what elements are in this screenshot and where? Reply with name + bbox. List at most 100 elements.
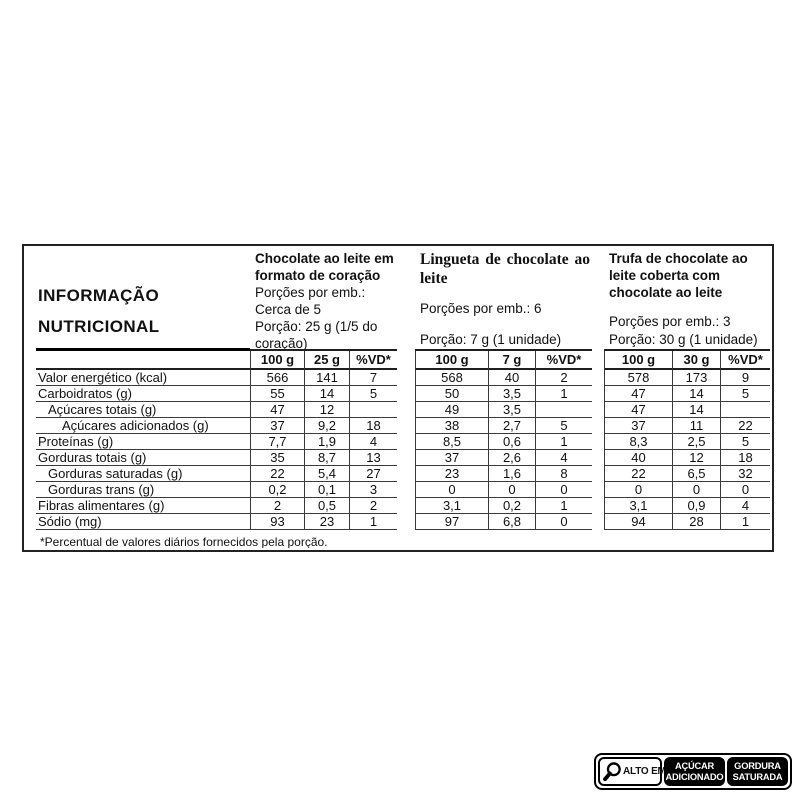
row-label: Açúcares totais (g) bbox=[36, 402, 250, 418]
value-cell: 1,6 bbox=[488, 466, 535, 482]
product-3-header: Trufa de chocolate ao leite coberta com … bbox=[604, 246, 770, 351]
value-cell: 4 bbox=[720, 498, 770, 514]
value-cell: 12 bbox=[672, 450, 720, 466]
group-gap bbox=[397, 498, 415, 514]
panel-title-line2: NUTRICIONAL bbox=[38, 317, 160, 336]
value-cell: 23 bbox=[304, 514, 349, 530]
value-cell: 5 bbox=[720, 386, 770, 402]
value-cell: 18 bbox=[720, 450, 770, 466]
value-cell: 11 bbox=[672, 418, 720, 434]
panel-title-line1: INFORMAÇÃO bbox=[38, 286, 160, 305]
value-cell: 0,2 bbox=[250, 482, 304, 498]
value-cell: 37 bbox=[415, 450, 488, 466]
value-cell: 2 bbox=[250, 498, 304, 514]
added-sugar-line1: AÇÚCAR bbox=[674, 761, 715, 772]
nutrition-grid: INFORMAÇÃO NUTRICIONAL Chocolate ao leit… bbox=[36, 246, 772, 548]
row-label: Sódio (mg) bbox=[36, 514, 250, 530]
value-cell: 5 bbox=[535, 418, 592, 434]
value-cell: 93 bbox=[250, 514, 304, 530]
value-cell: 1 bbox=[535, 434, 592, 450]
value-cell: 8 bbox=[535, 466, 592, 482]
product-2-name: Lingueta de chocolate ao leite bbox=[420, 251, 590, 287]
added-sugar-badge: AÇÚCAR ADICIONADO bbox=[664, 757, 725, 786]
value-cell: 173 bbox=[672, 370, 720, 386]
group-gap bbox=[397, 246, 415, 351]
value-cell: 55 bbox=[250, 386, 304, 402]
value-cell: 0 bbox=[720, 482, 770, 498]
group-gap bbox=[592, 370, 604, 386]
value-cell: 4 bbox=[349, 434, 397, 450]
value-cell: 40 bbox=[488, 370, 535, 386]
product-2-portion: Porção: 7 g (1 unidade) bbox=[420, 332, 562, 347]
group-gap bbox=[592, 418, 604, 434]
group-gap bbox=[397, 450, 415, 466]
value-cell: 28 bbox=[672, 514, 720, 530]
value-cell: 47 bbox=[604, 386, 672, 402]
alto-em-badge: ALTO EM bbox=[598, 757, 666, 786]
group-gap bbox=[397, 351, 415, 370]
row-label: Carboidratos (g) bbox=[36, 386, 250, 402]
group-gap bbox=[592, 386, 604, 402]
product-1-header: Chocolate ao leite em formato de coração… bbox=[250, 246, 397, 351]
value-cell: 3,1 bbox=[415, 498, 488, 514]
value-cell: 12 bbox=[304, 402, 349, 418]
col-header: 100 g bbox=[250, 351, 304, 370]
col-header: %VD* bbox=[349, 351, 397, 370]
value-cell: 8,7 bbox=[304, 450, 349, 466]
value-cell: 40 bbox=[604, 450, 672, 466]
row-label: Açúcares adicionados (g) bbox=[36, 418, 250, 434]
group-gap bbox=[592, 482, 604, 498]
row-label: Proteínas (g) bbox=[36, 434, 250, 450]
row-label: Gorduras trans (g) bbox=[36, 482, 250, 498]
group-gap bbox=[397, 386, 415, 402]
value-cell: 566 bbox=[250, 370, 304, 386]
group-gap bbox=[592, 351, 604, 370]
value-cell: 1 bbox=[720, 514, 770, 530]
group-gap bbox=[592, 246, 604, 351]
value-cell: 49 bbox=[415, 402, 488, 418]
saturated-fat-badge: GORDURA SATURADA bbox=[727, 757, 788, 786]
group-gap bbox=[397, 514, 415, 530]
value-cell: 14 bbox=[304, 386, 349, 402]
product-3-portion: Porção: 30 g (1 unidade) bbox=[609, 332, 758, 347]
value-cell: 3,1 bbox=[604, 498, 672, 514]
value-cell: 5 bbox=[720, 434, 770, 450]
value-cell: 0 bbox=[415, 482, 488, 498]
col-header: 25 g bbox=[304, 351, 349, 370]
value-cell: 2 bbox=[349, 498, 397, 514]
col-header: 30 g bbox=[672, 351, 720, 370]
product-1-name: Chocolate ao leite em formato de coração bbox=[255, 251, 394, 283]
saturated-fat-line1: GORDURA bbox=[734, 761, 781, 772]
value-cell: 47 bbox=[604, 402, 672, 418]
product-1-servings-line2: Cerca de 5 bbox=[255, 302, 322, 317]
col-header: 100 g bbox=[604, 351, 672, 370]
value-cell: 23 bbox=[415, 466, 488, 482]
row-label: Gorduras totais (g) bbox=[36, 450, 250, 466]
value-cell: 5,4 bbox=[304, 466, 349, 482]
product-3-servings: Porções por emb.: 3 bbox=[609, 314, 731, 329]
group-gap bbox=[592, 434, 604, 450]
daily-value-footnote: *Percentual de valores diários fornecido… bbox=[40, 535, 328, 548]
value-cell: 2,5 bbox=[672, 434, 720, 450]
value-cell: 1 bbox=[535, 498, 592, 514]
value-cell: 14 bbox=[672, 402, 720, 418]
value-cell: 2 bbox=[535, 370, 592, 386]
value-cell: 0 bbox=[535, 514, 592, 530]
value-cell: 37 bbox=[604, 418, 672, 434]
value-cell: 18 bbox=[349, 418, 397, 434]
col-header: %VD* bbox=[720, 351, 770, 370]
value-cell: 7 bbox=[349, 370, 397, 386]
row-label: Gorduras saturadas (g) bbox=[36, 466, 250, 482]
value-cell: 9 bbox=[720, 370, 770, 386]
value-cell: 0,1 bbox=[304, 482, 349, 498]
value-cell: 2,7 bbox=[488, 418, 535, 434]
value-cell: 22 bbox=[250, 466, 304, 482]
value-cell: 47 bbox=[250, 402, 304, 418]
nutrition-facts-panel: INFORMAÇÃO NUTRICIONAL Chocolate ao leit… bbox=[22, 244, 774, 552]
value-cell: 94 bbox=[604, 514, 672, 530]
added-sugar-line2: ADICIONADO bbox=[665, 771, 724, 782]
group-gap bbox=[592, 514, 604, 530]
group-gap bbox=[397, 434, 415, 450]
col-header: 100 g bbox=[415, 351, 488, 370]
panel-title: INFORMAÇÃO NUTRICIONAL bbox=[36, 246, 250, 351]
